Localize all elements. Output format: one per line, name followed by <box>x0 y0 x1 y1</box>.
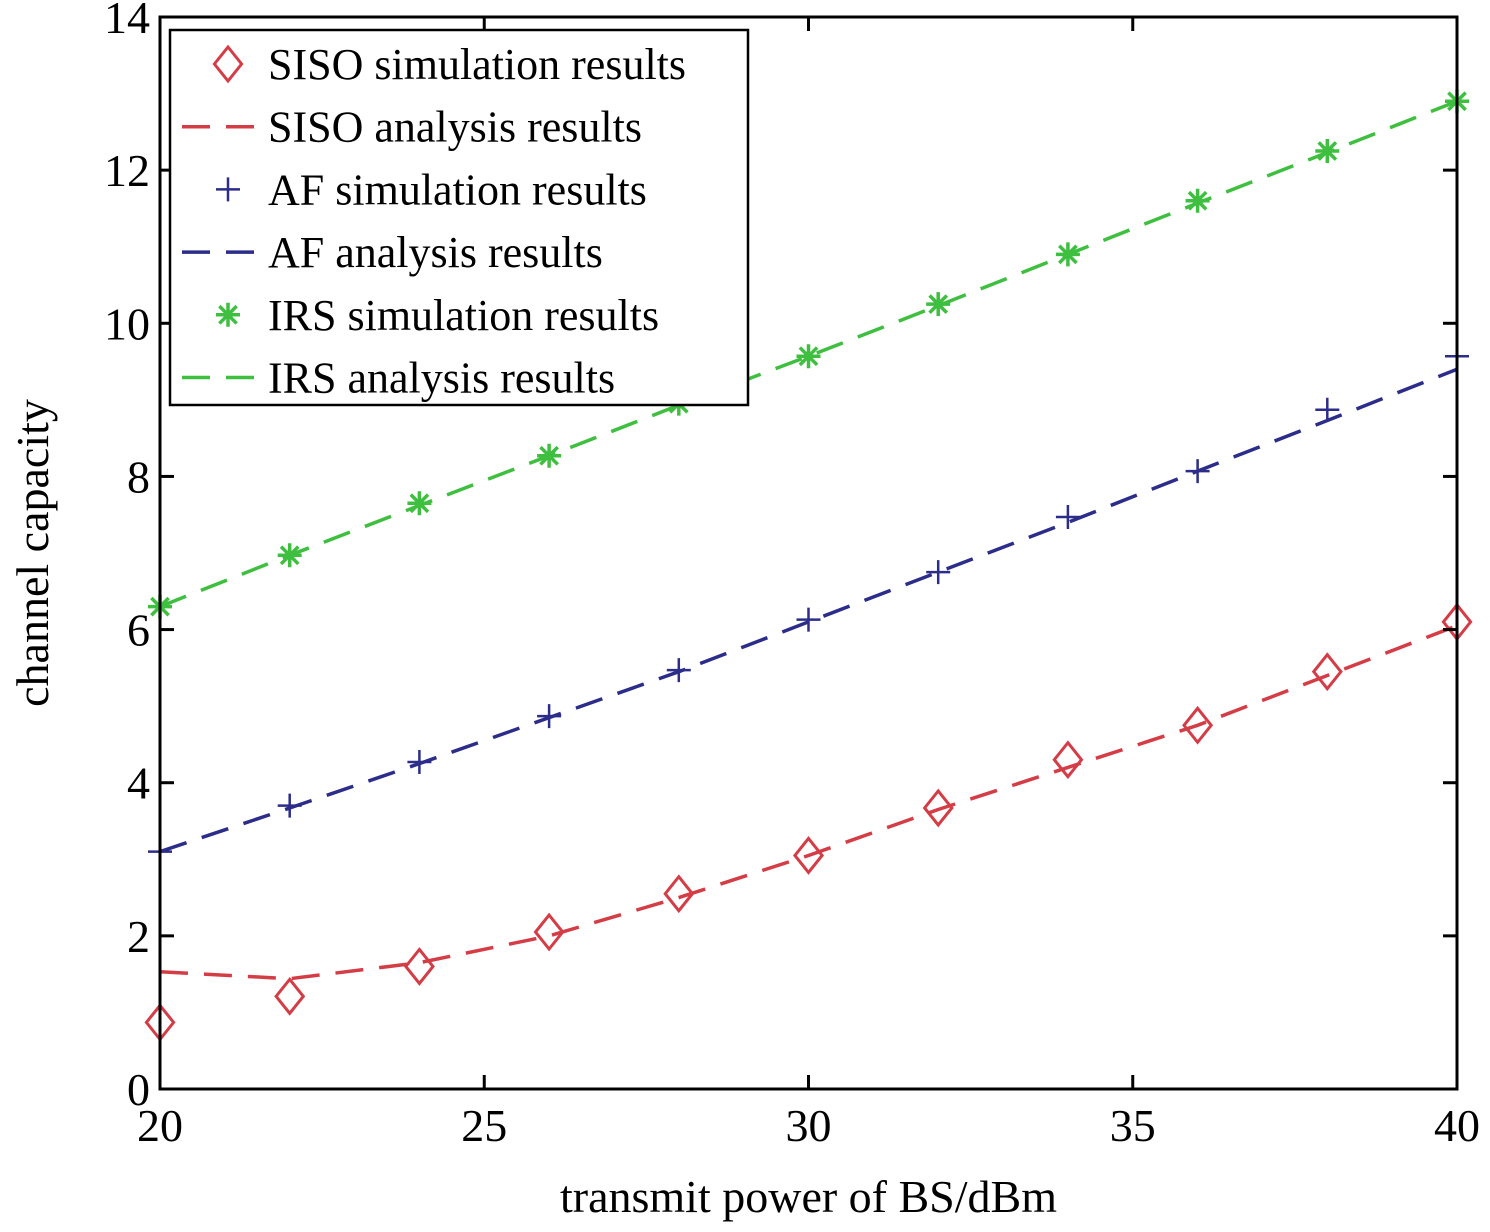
legend: SISO simulation results SISO analysis res… <box>168 28 750 407</box>
data-point-0-2 <box>403 947 435 986</box>
data-point-2-9 <box>1315 397 1340 422</box>
series-line-1 <box>159 624 1458 981</box>
data-point-0-1 <box>274 976 306 1016</box>
data-point-2-4 <box>666 658 691 683</box>
data-point-2-6 <box>926 560 951 585</box>
x-tick-label-4: 40 <box>1434 1100 1480 1151</box>
data-point-4-7 <box>1055 242 1080 267</box>
data-point-0-6 <box>922 788 954 828</box>
data-point-0-3 <box>533 912 565 952</box>
data-point-0-8 <box>1182 705 1214 745</box>
y-tick-label-6: 12 <box>104 145 150 196</box>
y-tick-label-3: 6 <box>127 605 150 656</box>
data-point-2-3 <box>537 704 562 729</box>
x-tick-label-3: 35 <box>1110 1100 1156 1151</box>
legend-marker-0 <box>212 44 244 84</box>
y-tick-label-7: 14 <box>104 0 150 43</box>
x-tick-label-0: 20 <box>137 1100 183 1151</box>
data-point-2-8 <box>1185 459 1210 484</box>
x-tick-label-2: 30 <box>786 1100 832 1151</box>
data-point-0-5 <box>792 836 825 875</box>
data-point-4-9 <box>1315 139 1340 163</box>
data-point-4-8 <box>1185 188 1210 213</box>
data-point-0-7 <box>1052 740 1084 780</box>
data-point-4-2 <box>407 491 432 516</box>
data-point-2-7 <box>1055 505 1080 530</box>
legend-label-0: SISO simulation results <box>268 40 686 89</box>
data-point-0-4 <box>663 874 695 914</box>
x-axis-label: transmit power of BS/dBm <box>560 1171 1057 1222</box>
legend-marker-2 <box>216 177 240 202</box>
data-point-0-9 <box>1311 652 1343 692</box>
data-point-4-1 <box>277 543 302 568</box>
data-point-2-1 <box>277 793 302 818</box>
series-line-5 <box>159 99 1458 609</box>
data-point-2-2 <box>407 750 432 775</box>
data-point-4-6 <box>926 292 951 317</box>
y-tick-label-1: 2 <box>127 911 150 962</box>
y-tick-label-4: 8 <box>127 451 150 502</box>
legend-label-3: AF analysis results <box>268 228 603 277</box>
x-tick-label-1: 25 <box>461 1100 507 1151</box>
y-tick-label-0: 0 <box>127 1064 150 1115</box>
y-axis-label: channel capacity <box>7 399 58 707</box>
axes: 20 25 30 35 40 0 2 4 6 8 10 12 14 <box>104 0 1480 1151</box>
y-tick-label-5: 10 <box>104 298 150 349</box>
data-point-4-5 <box>796 344 821 369</box>
series-line-3 <box>159 367 1458 854</box>
data-point-2-5 <box>796 607 821 632</box>
legend-marker-4 <box>216 302 240 327</box>
legend-label-2: AF simulation results <box>268 165 647 214</box>
legend-box <box>168 28 750 407</box>
y-tick-label-2: 4 <box>127 758 150 809</box>
legend-label-4: IRS simulation results <box>268 291 659 340</box>
data-point-4-3 <box>537 443 562 468</box>
legend-label-5: IRS analysis results <box>268 354 615 403</box>
legend-label-1: SISO analysis results <box>268 103 642 152</box>
